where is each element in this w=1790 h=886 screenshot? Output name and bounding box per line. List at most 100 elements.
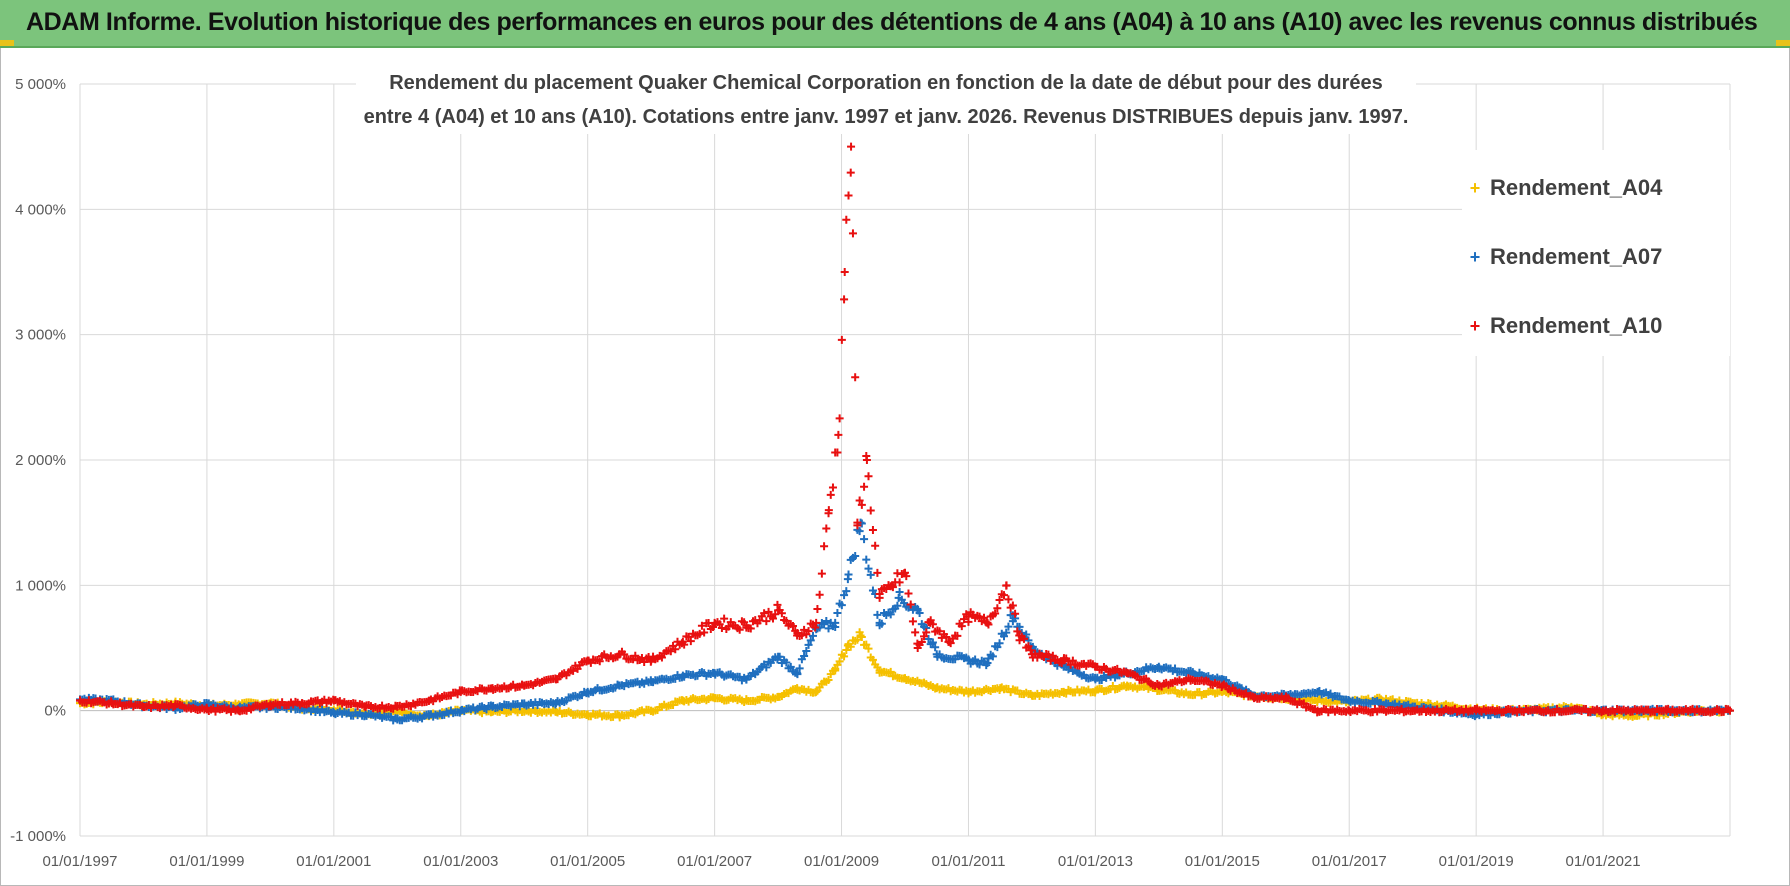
series-rendement-a10-point [657, 653, 666, 662]
series-rendement-a07-point [931, 643, 940, 652]
series-rendement-a10-point [646, 657, 655, 666]
series-rendement-a10-point [822, 524, 831, 533]
series-rendement-a10-point [920, 632, 929, 641]
series-rendement-a10-point [935, 627, 944, 636]
series-rendement-a10-point [740, 618, 749, 627]
x-tick-label: 01/01/2003 [423, 853, 498, 870]
series-rendement-a07-point [806, 636, 815, 645]
series-rendement-a10-point [764, 607, 773, 616]
series-rendement-a10-point [864, 472, 873, 481]
y-tick-label: 2 000% [15, 452, 66, 469]
x-tick-label: 01/01/2011 [931, 853, 1005, 870]
x-tick-label: 01/01/1999 [169, 853, 244, 870]
series-rendement-a07-point [762, 663, 771, 672]
series-rendement-a10-point [735, 625, 744, 634]
series-rendement-a10-point [840, 295, 849, 304]
y-tick-label: 3 000% [15, 327, 66, 344]
legend-marker-a07: + [1469, 246, 1481, 267]
y-tick-label: -1 000% [10, 828, 66, 845]
series-rendement-a10-point [926, 616, 935, 625]
series-rendement-a10-point [991, 609, 1000, 618]
series-rendement-a10-point [837, 335, 846, 344]
series-rendement-a10-point [873, 568, 882, 577]
y-tick-label: 0% [44, 703, 66, 720]
x-tick-label: 01/01/2001 [296, 853, 371, 870]
series-rendement-a10-point [922, 628, 931, 637]
series-rendement-a07-point [851, 552, 860, 561]
report-title: ADAM Informe. Evolution historique des p… [26, 8, 1758, 36]
series-rendement-a10-point [1002, 581, 1011, 590]
series-rendement-a04-point [842, 646, 851, 655]
series-rendement-a10-point [868, 526, 877, 535]
series-rendement-a04-point [853, 635, 862, 644]
series-rendement-a10-point [769, 614, 777, 623]
series-rendement-a10-point [800, 625, 809, 634]
series-rendement-a10-point [773, 600, 782, 609]
series-rendement-a10-point [908, 617, 917, 626]
series-rendement-a10-point [847, 142, 856, 151]
series-rendement-a07-point [855, 527, 864, 536]
series-rendement-a10-point [862, 452, 871, 461]
series-rendement-a10-point [817, 569, 826, 578]
series-rendement-a07-point [895, 588, 904, 597]
x-tick-label: 01/01/2007 [677, 853, 752, 870]
series-rendement-a10-point [671, 645, 680, 654]
series-rendement-a10-point [834, 430, 843, 439]
series-rendement-a10-point [1044, 650, 1053, 659]
series-rendement-a04-point [831, 664, 840, 673]
series-rendement-a10-point [1724, 705, 1733, 714]
series-rendement-a07-point [831, 623, 840, 632]
series-rendement-a10-point [700, 628, 709, 637]
series-rendement-a07-point [782, 658, 791, 667]
series-rendement-a04-point [868, 655, 877, 664]
series-rendement-a10-point [1299, 699, 1308, 708]
series-rendement-a10-point [686, 637, 695, 646]
series-rendement-a07-point [1015, 622, 1024, 631]
series-rendement-a10-point [964, 617, 973, 626]
series-rendement-a10-point [855, 496, 864, 505]
series-rendement-a10-point [946, 639, 955, 648]
series-rendement-a04-point [873, 663, 882, 672]
series-rendement-a04-point [846, 642, 855, 651]
series-rendement-a07-point [844, 570, 853, 579]
series-rendement-a07-point [1022, 630, 1031, 639]
series-rendement-a10-point [811, 623, 820, 632]
series-rendement-a10-point [906, 600, 915, 609]
series-rendement-a04-point [855, 628, 864, 637]
y-tick-label: 4 000% [15, 201, 66, 218]
series-rendement-a10-point [1004, 595, 1013, 604]
y-tick-label: 5 000% [15, 76, 66, 93]
series-rendement-a10-point [957, 622, 966, 631]
x-tick-label: 01/01/2009 [804, 853, 879, 870]
scatter-chart: -1 000% 0% 1 000% 2 000% 3 000% 4 000% 5 000% 0… [10, 76, 1734, 870]
series-rendement-a10-point [871, 541, 880, 550]
series-rendement-a10-point [788, 622, 797, 631]
series-rendement-a07-point [924, 635, 933, 644]
series-rendement-a10-point [762, 617, 771, 626]
series-rendement-a10-point [835, 414, 844, 423]
series-rendement-a10-point [995, 595, 1004, 604]
legend-label-a04: Rendement_A04 [1490, 175, 1663, 200]
series-rendement-a10-point [993, 604, 1002, 613]
x-tick-label: 01/01/1997 [42, 853, 117, 870]
chart-legend: + Rendement_A04 + Rendement_A07 + Rendem… [1462, 150, 1730, 356]
series-rendement-a07-point [842, 587, 851, 596]
series-rendement-a10-point [904, 589, 913, 598]
report-banner: ADAM Informe. Evolution historique des p… [0, 0, 1790, 48]
series-rendement-a07-point [982, 661, 991, 670]
chart-title: Rendement du placement Quaker Chemical C… [356, 66, 1416, 134]
series-rendement-a07-point [862, 555, 871, 564]
series-rendement-a10-point [895, 578, 904, 587]
series-rendement-a07-point [793, 670, 802, 679]
series-rendement-a10-point [911, 628, 920, 637]
series-rendement-a10-point [704, 619, 713, 628]
series-rendement-a07-point [877, 619, 886, 628]
chart-title-line-1: Rendement du placement Quaker Chemical C… [389, 72, 1383, 94]
series-rendement-a10-point [917, 638, 926, 647]
series-rendement-a10-point [853, 521, 862, 530]
series-rendement-a07-point [808, 631, 817, 640]
series-rendement-a10-point [1026, 646, 1035, 655]
series-rendement-a10-point [975, 612, 984, 621]
series-rendement-a10-point [620, 650, 629, 659]
